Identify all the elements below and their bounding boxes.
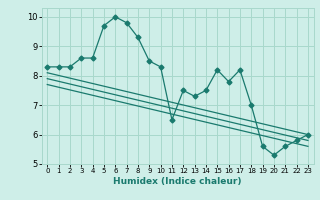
X-axis label: Humidex (Indice chaleur): Humidex (Indice chaleur) xyxy=(113,177,242,186)
